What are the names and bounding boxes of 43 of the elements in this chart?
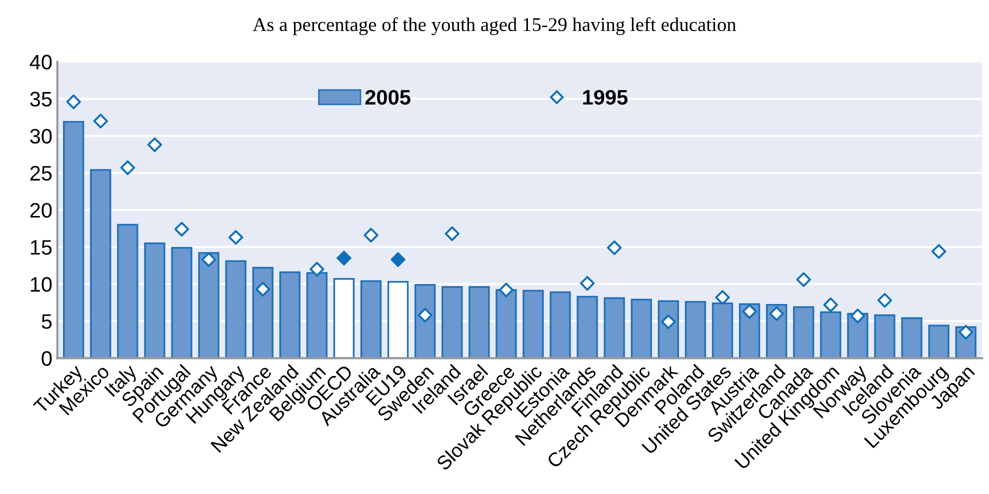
bar	[522, 290, 544, 358]
bar	[90, 169, 112, 358]
bar	[550, 291, 571, 358]
bar	[658, 300, 679, 358]
bar	[117, 224, 138, 358]
bar	[847, 312, 868, 358]
bar	[684, 301, 706, 358]
y-tick-label: 5	[42, 314, 52, 329]
chart-title: As a percentage of the youth aged 15-29 having left education	[252, 17, 736, 36]
bar	[874, 314, 896, 358]
bar	[360, 280, 382, 358]
bar	[442, 286, 463, 358]
bar	[225, 260, 246, 358]
bar	[901, 317, 922, 358]
bar	[468, 286, 490, 358]
bar	[793, 306, 814, 358]
bar	[928, 324, 950, 358]
bar	[63, 120, 84, 358]
y-tick-label: 20	[30, 202, 52, 218]
legend-label: 2005	[365, 90, 410, 105]
bar	[496, 289, 517, 358]
bar	[252, 266, 274, 358]
bar	[171, 246, 192, 358]
y-tick-label: 30	[30, 128, 52, 144]
bar	[604, 297, 625, 358]
y-tick-label: 0	[42, 351, 52, 366]
y-tick-label: 15	[30, 240, 52, 255]
bar	[820, 311, 842, 358]
legend-label: 1995	[583, 90, 628, 105]
bar	[766, 304, 788, 358]
bar	[198, 252, 220, 358]
bar	[712, 302, 734, 358]
bar	[279, 271, 300, 358]
bar	[630, 298, 652, 358]
bar	[306, 272, 328, 358]
bar	[576, 296, 598, 358]
bar	[738, 303, 760, 358]
bar	[144, 242, 166, 358]
y-tick-label: 35	[30, 92, 52, 107]
y-tick-label: 25	[30, 166, 52, 181]
y-tick-label: 40	[30, 54, 52, 70]
bar	[414, 284, 436, 358]
y-tick-label: 10	[30, 277, 52, 292]
